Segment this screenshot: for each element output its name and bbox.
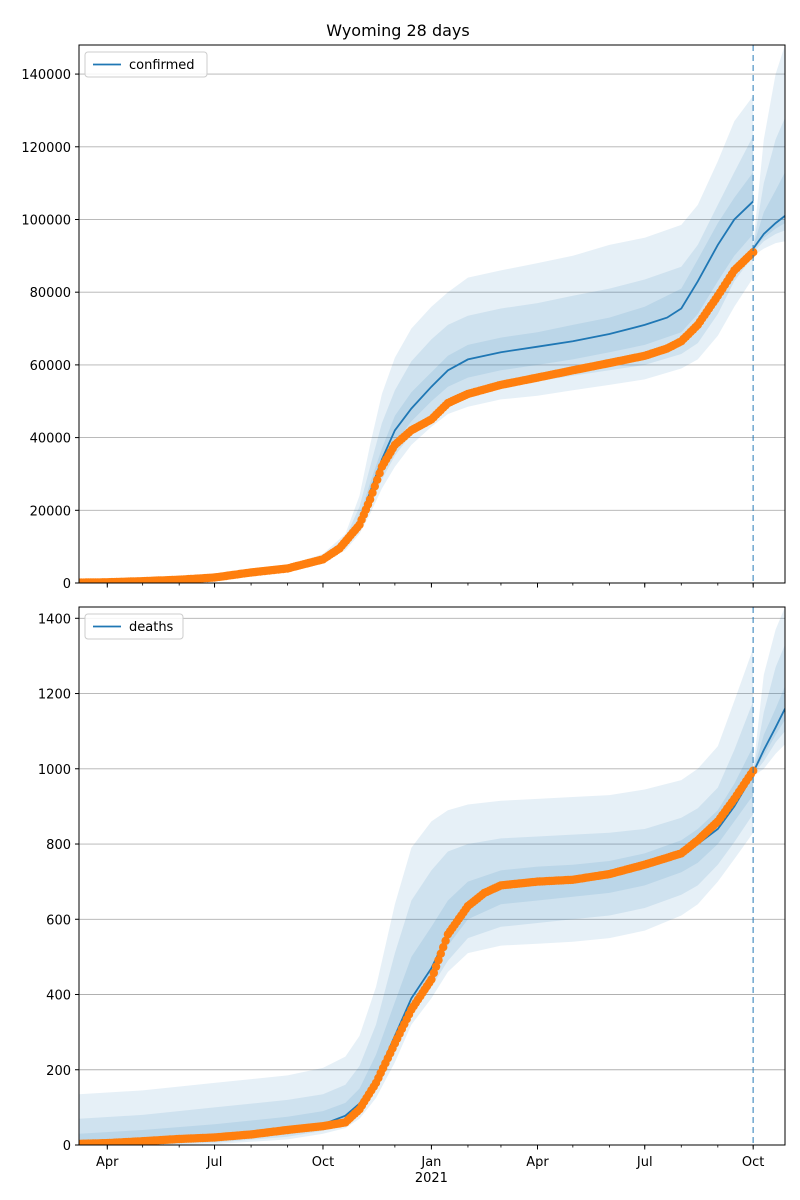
uncertainty-band (79, 648, 754, 1145)
y-tick-label: 60000 (30, 359, 71, 374)
uncertainty-band (753, 45, 785, 256)
legend: confirmed (84, 51, 208, 78)
observed-points (79, 766, 758, 1145)
chart-title: Wyoming 28 days (326, 21, 469, 40)
y-tick-label: 1400 (38, 612, 71, 627)
uncertainty-band (753, 686, 785, 774)
y-tick-label: 200 (46, 1064, 71, 1079)
forecast-line (752, 708, 785, 773)
y-tick-label: 80000 (30, 286, 71, 301)
observed-point (439, 943, 448, 952)
x-tick-sublabel: 2021 (415, 1171, 448, 1186)
x-tick-label: Jan (420, 1155, 441, 1170)
x-tick-label: Apr (526, 1155, 549, 1170)
observed-point (436, 949, 445, 958)
observed-point (431, 962, 441, 971)
observed-point (441, 936, 450, 945)
legend-box (84, 613, 184, 640)
legend-label: deaths (129, 620, 174, 635)
y-tick-label: 400 (46, 989, 71, 1004)
y-tick-label: 140000 (21, 68, 71, 83)
uncertainty-band (79, 701, 754, 1145)
y-tick-label: 100000 (21, 213, 71, 228)
observed-point (427, 975, 436, 984)
uncertainty-band (79, 135, 754, 583)
confirmed-panel: 0 20000 40000 60000 80000 100000 120000 140000 c… (21, 44, 786, 592)
observed-point (429, 968, 438, 978)
uncertainty-band (753, 607, 785, 777)
y-tick-label: 20000 (30, 504, 71, 519)
deaths-panel: 0 200 400 600 800 1000 1200 1400 Apr Jul Oct Jan202… (38, 606, 786, 1186)
x-tick-label: Jul (636, 1155, 653, 1170)
uncertainty-band (753, 172, 785, 251)
axes-frame (78, 606, 786, 1146)
y-tick-label: 600 (46, 913, 71, 928)
uncertainty-band (79, 95, 754, 583)
y-tick-label: 40000 (30, 432, 71, 447)
observed-point (365, 495, 375, 504)
x-tick-label: Oct (312, 1155, 334, 1170)
observed-point (749, 248, 758, 257)
observed-point (375, 469, 384, 478)
y-tick-label: 1000 (38, 763, 71, 778)
observed-point (370, 482, 379, 491)
x-tick-label: Jul (206, 1155, 223, 1170)
legend-label: confirmed (129, 58, 195, 73)
legend: deaths (84, 613, 184, 640)
y-tick-label: 1200 (38, 688, 71, 703)
x-tick-label: Apr (96, 1155, 119, 1170)
y-tick-label: 120000 (21, 141, 71, 156)
y-tick-label: 0 (63, 1139, 71, 1154)
y-tick-label: 800 (46, 838, 71, 853)
y-tick-label: 0 (63, 577, 71, 592)
forecast-line (752, 215, 785, 250)
legend-box (84, 51, 208, 78)
uncertainty-band (753, 644, 785, 775)
observed-point (373, 475, 382, 484)
observed-point (434, 955, 443, 965)
observed-points (79, 248, 758, 583)
observed-point (368, 488, 377, 497)
plot-area (79, 45, 785, 583)
uncertainty-band (753, 117, 785, 253)
plot-area (79, 607, 785, 1145)
x-tick-label: Oct (742, 1155, 764, 1170)
axes-frame (78, 44, 786, 584)
